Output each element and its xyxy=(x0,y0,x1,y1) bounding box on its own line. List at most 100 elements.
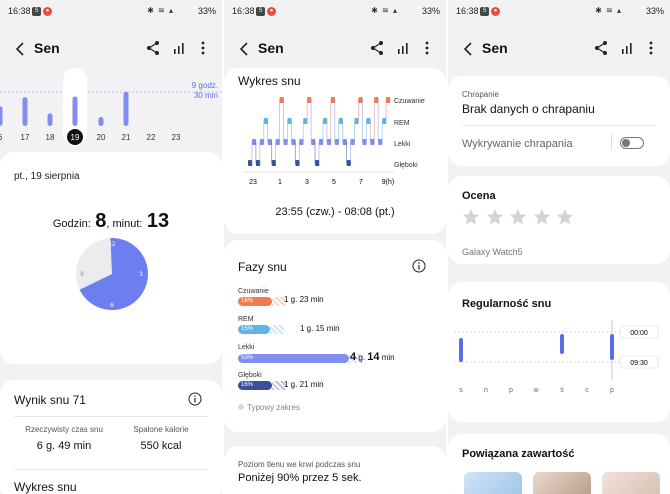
regularity-card: Regularność snu 00:00 09:30 s n p w ś c … xyxy=(448,282,670,422)
hours-value: 8 xyxy=(95,210,107,232)
star-icon[interactable] xyxy=(462,208,480,226)
page-title: Sen xyxy=(34,40,60,56)
day-label-23[interactable]: 23 xyxy=(172,133,181,142)
stage-label-light: Lekki xyxy=(394,141,411,148)
stats-icon[interactable] xyxy=(395,40,411,56)
day-label-17[interactable]: 17 xyxy=(21,133,30,142)
hypnogram-card: Wykres snu Czuwanie REM Lekki Głęboki 23… xyxy=(224,68,446,234)
back-arrow-icon[interactable] xyxy=(460,40,478,58)
stats-icon[interactable] xyxy=(171,40,187,56)
hypnogram-segment xyxy=(338,118,343,124)
hypnogram-segment xyxy=(326,139,332,145)
hypnogram-segment xyxy=(342,139,347,145)
regularity-chart[interactable]: 00:00 09:30 s n p w ś c p xyxy=(448,316,670,398)
day-label-21[interactable]: 21 xyxy=(122,133,131,142)
related-thumbnail-1[interactable] xyxy=(464,472,522,494)
day-label-19[interactable]: 19 xyxy=(71,133,80,142)
typical-range-hatch xyxy=(272,297,286,306)
star-icon[interactable] xyxy=(533,208,551,226)
hypnogram-segment xyxy=(271,160,276,166)
phase-fill: 16% xyxy=(238,381,272,390)
system-icons: ✱ ≋ ▴ xyxy=(147,6,174,15)
day-bar-19[interactable] xyxy=(72,96,78,126)
more-options-icon[interactable] xyxy=(643,40,659,56)
rating-stars[interactable] xyxy=(462,208,580,231)
day-bar-6[interactable] xyxy=(0,106,3,126)
star-icon[interactable] xyxy=(509,208,527,226)
calories-label: Spalone kalorie xyxy=(133,425,189,434)
clock-3: 3 xyxy=(139,272,143,278)
snoring-toggle[interactable] xyxy=(620,137,644,149)
share-icon[interactable] xyxy=(145,40,161,56)
battery-level: 33% xyxy=(645,6,664,16)
record-icon: ● xyxy=(491,7,500,16)
share-icon[interactable] xyxy=(369,40,385,56)
stage-label-deep: Głęboki xyxy=(394,162,418,169)
sleep-arc xyxy=(79,238,148,310)
typical-range-hatch xyxy=(349,354,363,363)
hypnogram-segment xyxy=(279,97,284,103)
phase-fill: 16% xyxy=(238,297,272,306)
hypnogram-chart[interactable]: Czuwanie REM Lekki Głęboki 23 1 3 5 7 9(… xyxy=(224,90,446,190)
stage-label-rem: REM xyxy=(394,120,410,127)
app-bar: Sen xyxy=(448,36,670,62)
hypnogram-segment xyxy=(259,139,265,145)
x-tick-7: 7 xyxy=(359,179,363,186)
day-bar-18[interactable] xyxy=(47,113,53,126)
back-arrow-icon[interactable] xyxy=(12,40,30,58)
star-icon[interactable] xyxy=(486,208,504,226)
day-bar-17[interactable] xyxy=(22,97,28,126)
divider xyxy=(14,416,208,417)
phase-label-light: Lekki xyxy=(238,344,255,351)
next-section-title: Wykres snu xyxy=(14,480,77,494)
weekday-3: w xyxy=(532,387,539,394)
weekday-2: p xyxy=(509,387,513,394)
minutes-label: , minut: xyxy=(106,218,143,230)
clock-12: 12 xyxy=(109,242,116,248)
regularity-bar-p xyxy=(610,334,614,360)
phase-fill: 15% xyxy=(238,325,270,334)
related-title: Powiązana zawartość xyxy=(462,448,575,460)
time-range: 23:55 (czw.) - 08:08 (pt.) xyxy=(275,206,395,218)
typical-range-label: Typowy zakres xyxy=(247,403,300,412)
weekly-sleep-chart[interactable]: 9 godz. 30 min 6 17 18 19 20 21 22 23 xyxy=(0,68,222,148)
regularity-bar-s xyxy=(459,338,463,362)
day-label-6[interactable]: 6 xyxy=(0,133,3,142)
record-icon: ● xyxy=(43,7,52,16)
related-thumbnail-2[interactable] xyxy=(533,472,591,494)
info-icon[interactable] xyxy=(188,392,202,406)
divider-vertical xyxy=(611,134,612,150)
share-icon[interactable] xyxy=(593,40,609,56)
hypnogram-segment xyxy=(303,118,308,124)
hypnogram-segment xyxy=(378,139,383,145)
weekday-5: c xyxy=(585,387,589,394)
chart-title: Wykres snu xyxy=(238,74,301,88)
day-bar-21[interactable] xyxy=(123,91,129,126)
oxygen-card[interactable]: Poziom tlenu we krwi podczas snu Poniżej… xyxy=(224,446,446,494)
phase-bar-deep: 16% xyxy=(238,381,438,390)
system-icons: ✱ ≋ ▴ xyxy=(595,6,622,15)
info-icon[interactable] xyxy=(412,259,426,273)
day-label-22[interactable]: 22 xyxy=(147,133,156,142)
more-options-icon[interactable] xyxy=(419,40,435,56)
legend-dot-icon xyxy=(238,404,244,410)
phase-bar-wake: 16% xyxy=(238,297,438,306)
status-time: 16:38 xyxy=(8,6,31,16)
related-thumbnail-3[interactable] xyxy=(602,472,660,494)
x-tick-1: 1 xyxy=(278,179,282,186)
phase-percent: 16% xyxy=(241,298,254,304)
sleep-score-card[interactable]: Wynik snu 71 Rzeczywisty czas snu 6 g. 4… xyxy=(0,380,222,494)
back-arrow-icon[interactable] xyxy=(236,40,254,58)
phase-percent: 53% xyxy=(241,355,254,361)
star-icon[interactable] xyxy=(556,208,574,226)
sleep-phases-card: Fazy snu Czuwanie 16% 1 g. 23 min REM 15… xyxy=(224,240,446,432)
day-label-20[interactable]: 20 xyxy=(97,133,106,142)
day-label-18[interactable]: 18 xyxy=(46,133,55,142)
stats-icon[interactable] xyxy=(619,40,635,56)
more-options-icon[interactable] xyxy=(195,40,211,56)
target-label-2: 30 min xyxy=(194,91,218,100)
hypnogram-segment xyxy=(299,139,304,145)
divider-2 xyxy=(14,469,208,470)
snoring-card: Chrapanie Brak danych o chrapaniu Wykryw… xyxy=(448,76,670,166)
day-bar-20[interactable] xyxy=(98,117,104,126)
